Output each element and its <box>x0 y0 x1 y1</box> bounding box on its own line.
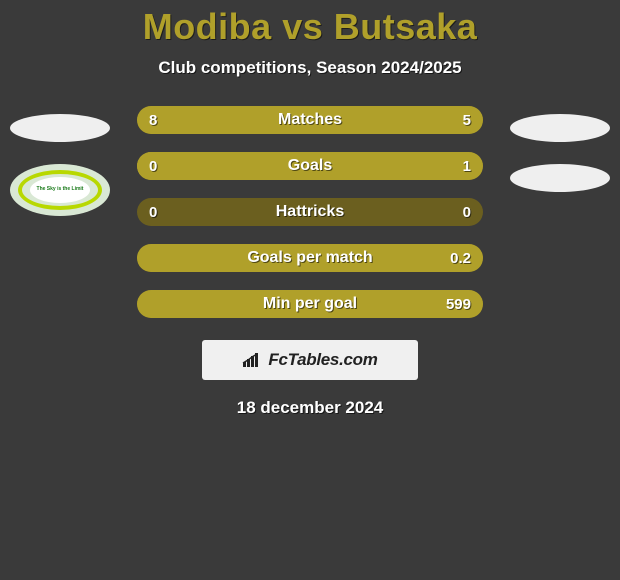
left-player-club-logo: The Sky is the Limit <box>10 164 110 216</box>
right-player-club-placeholder <box>510 164 610 192</box>
stat-bar: 599Min per goal <box>137 290 483 318</box>
right-player-column <box>500 106 620 192</box>
right-player-flag-placeholder <box>510 114 610 142</box>
stat-label: Matches <box>137 106 483 134</box>
stat-bar: 01Goals <box>137 152 483 180</box>
brand-text: FcTables.com <box>268 350 377 370</box>
stat-bar: 00Hattricks <box>137 198 483 226</box>
club-logo-center: The Sky is the Limit <box>30 177 90 203</box>
brand-badge: FcTables.com <box>202 340 418 380</box>
left-player-flag-placeholder <box>10 114 110 142</box>
stat-label: Goals <box>137 152 483 180</box>
subtitle: Club competitions, Season 2024/2025 <box>0 58 620 78</box>
page-title: Modiba vs Butsaka <box>0 6 620 48</box>
page-root: Modiba vs Butsaka Club competitions, Sea… <box>0 0 620 580</box>
stat-label: Min per goal <box>137 290 483 318</box>
content-area: The Sky is the Limit 85Matches 01Goals 00H… <box>0 106 620 418</box>
stat-bar: 0.2Goals per match <box>137 244 483 272</box>
chart-bar-icon <box>242 352 264 368</box>
stat-label: Goals per match <box>137 244 483 272</box>
stats-bars-container: 85Matches 01Goals 00Hattricks 0.2Goals per … <box>137 106 483 318</box>
date-label: 18 december 2024 <box>0 398 620 418</box>
left-player-column: The Sky is the Limit <box>0 106 120 216</box>
stat-bar: 85Matches <box>137 106 483 134</box>
stat-label: Hattricks <box>137 198 483 226</box>
